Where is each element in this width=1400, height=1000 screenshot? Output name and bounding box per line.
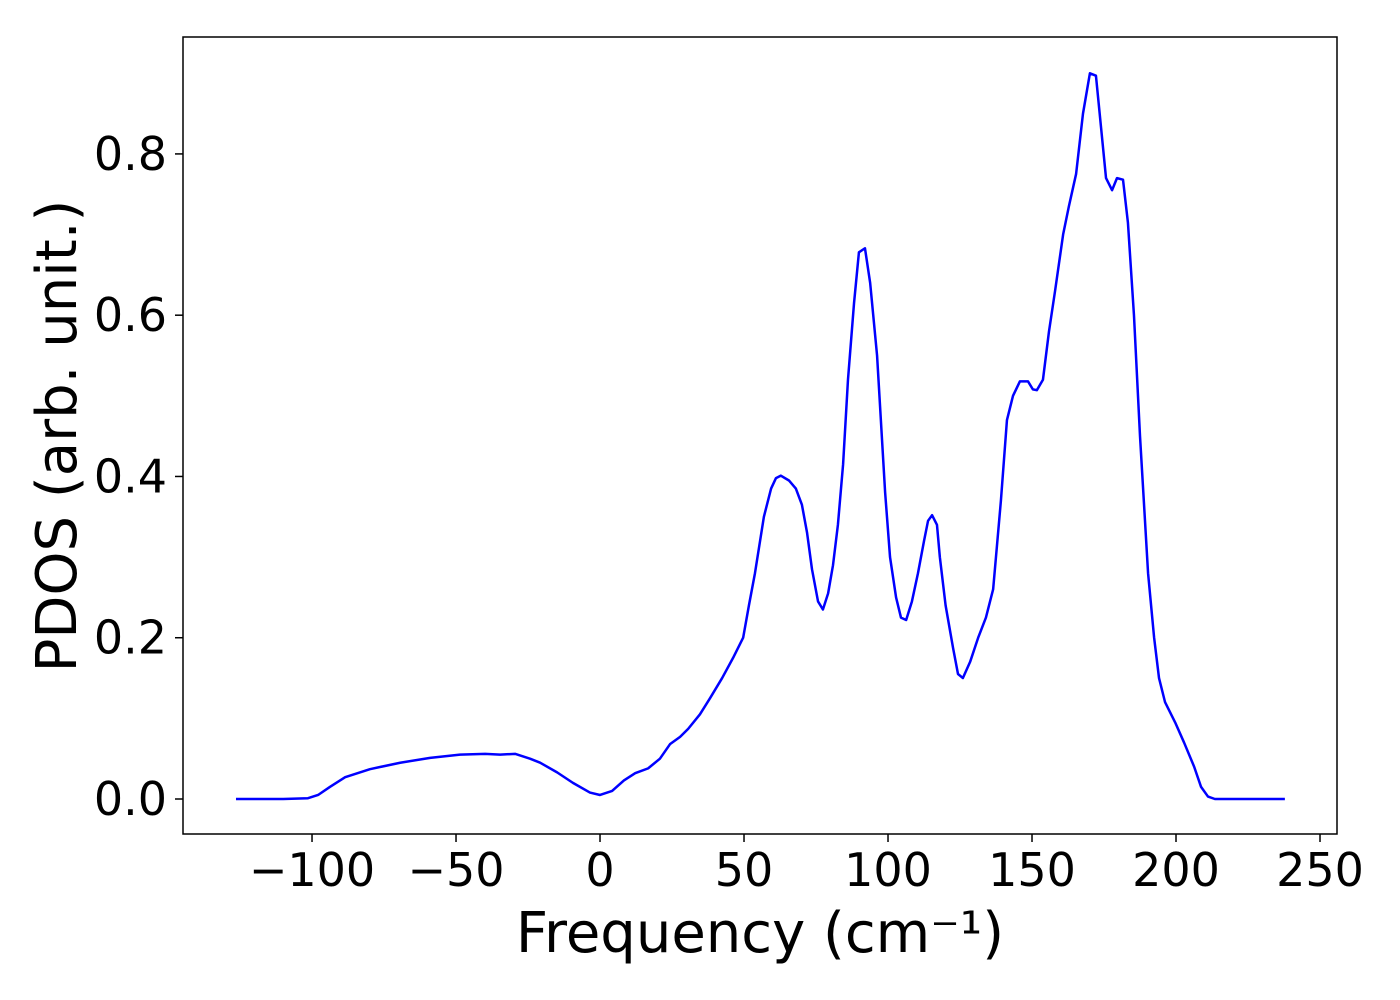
y-tick-label: 0.8: [94, 127, 167, 181]
x-tick-label: 250: [1276, 843, 1364, 897]
x-tick-label: 50: [715, 843, 774, 897]
line: [235, 72, 1285, 801]
y-tick-label: 0.4: [94, 449, 167, 503]
y-tick-label: 0.6: [94, 288, 167, 342]
y-tick-label: 0.2: [94, 611, 167, 665]
x-tick-label: 200: [1132, 843, 1220, 897]
x-tick-label: 100: [844, 843, 932, 897]
x-tick-label: 150: [988, 843, 1076, 897]
x-tick-label: −50: [407, 843, 504, 897]
x-axis-label: Frequency (cm⁻¹): [516, 901, 1004, 966]
y-tick-label: 0.0: [94, 772, 167, 826]
y-axis-label: PDOS (arb. unit.): [25, 200, 90, 673]
x-tick-label: −100: [249, 843, 375, 897]
x-tick-label: 0: [585, 843, 614, 897]
plot-frame: [182, 36, 1338, 835]
